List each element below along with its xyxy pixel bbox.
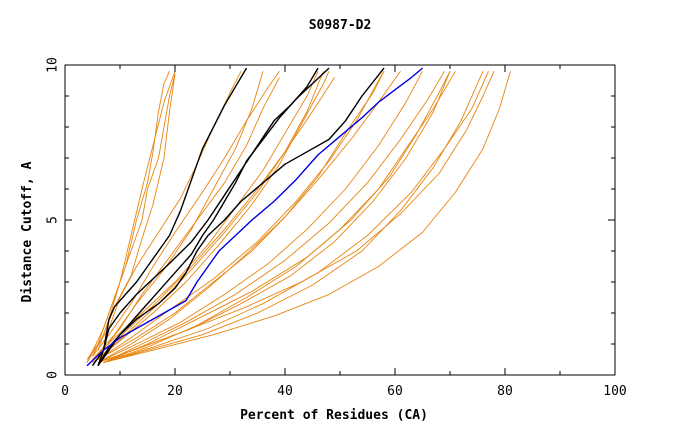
- plot-frame: [64, 64, 616, 376]
- series-line-21-orange: [97, 71, 324, 360]
- series-line-20-orange: [103, 71, 489, 364]
- series-line-4-orange: [97, 71, 176, 351]
- series-line-27-black: [97, 67, 385, 367]
- x-tick-label: 20: [167, 384, 183, 399]
- plot-area: [64, 64, 616, 376]
- chart-title: S0987-D2: [309, 18, 372, 33]
- y-tick-label: 10: [46, 57, 61, 73]
- series-line-9-orange: [97, 77, 335, 360]
- x-tick-label: 80: [497, 384, 513, 399]
- x-tick-label: 60: [387, 384, 403, 399]
- series-layer: [86, 67, 511, 367]
- series-line-29-blue: [86, 67, 423, 367]
- x-axis-label: Percent of Residues (CA): [240, 408, 428, 423]
- y-axis-label: Distance Cutoff, A: [20, 161, 35, 302]
- y-tick-label: 0: [46, 371, 61, 379]
- series-line-22-orange: [92, 71, 264, 360]
- series-line-23-orange: [97, 70, 385, 360]
- series-line-2-orange: [86, 71, 170, 363]
- series-line-26-black: [91, 67, 319, 367]
- series-line-18-orange: [103, 70, 445, 364]
- x-tick-label: 100: [603, 384, 626, 399]
- series-line-1-orange: [86, 74, 176, 363]
- series-line-6-orange: [92, 70, 280, 357]
- axes: 0 20 40 60 80 100 0 5 10: [46, 57, 627, 399]
- y-tick-label: 5: [46, 216, 61, 224]
- x-tick-label: 40: [277, 384, 293, 399]
- series-line-17-orange: [92, 71, 330, 363]
- series-line-16-orange: [97, 70, 401, 363]
- series-line-25-black: [97, 67, 248, 366]
- series-line-28-black: [97, 67, 330, 367]
- series-line-7-orange: [97, 77, 280, 357]
- series-line-24-orange: [103, 70, 451, 364]
- series-line-8-orange: [92, 71, 319, 360]
- x-tick-label: 0: [61, 384, 69, 399]
- series-line-19-orange: [97, 71, 495, 364]
- series-line-10-orange: [97, 70, 385, 360]
- series-line-14-orange: [103, 71, 511, 364]
- series-line-11-orange: [97, 70, 423, 364]
